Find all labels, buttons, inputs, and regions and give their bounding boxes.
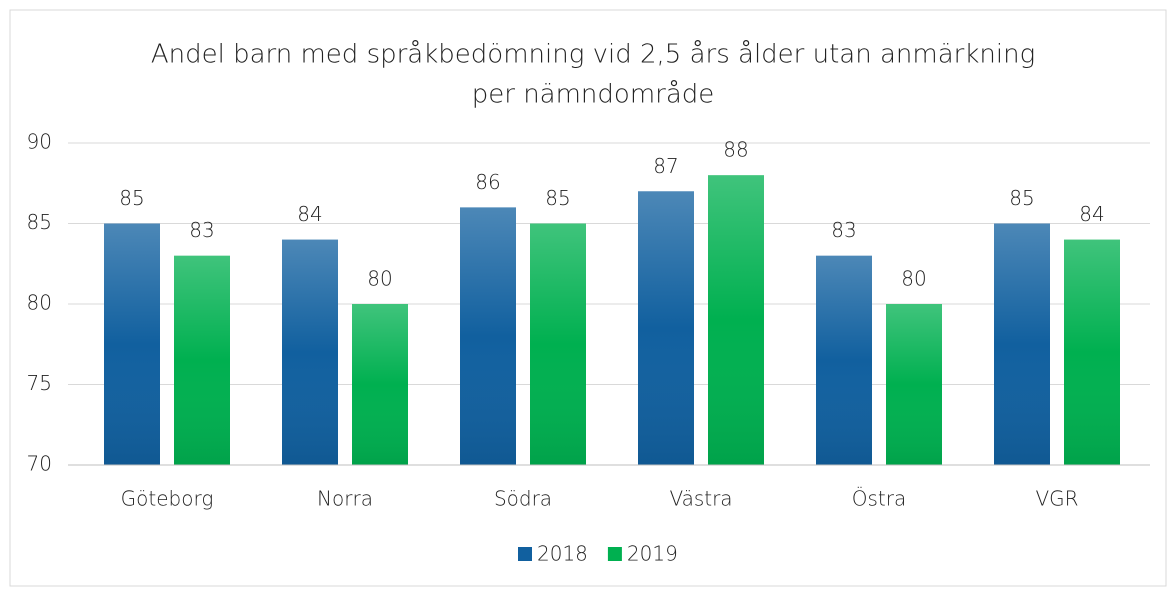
- chart-title: per nämndområde: [472, 79, 715, 110]
- y-tick-label: 85: [27, 210, 52, 234]
- bar-shade: [104, 223, 160, 465]
- value-label: 83: [189, 218, 214, 242]
- chart-title: Andel barn med språkbedömning vid 2,5 år…: [151, 39, 1035, 70]
- value-label: 80: [367, 267, 392, 291]
- legend-label: 2018: [537, 542, 588, 566]
- value-label: 84: [1079, 202, 1104, 226]
- bar-shade: [1064, 239, 1120, 465]
- value-label: 80: [901, 267, 926, 291]
- bar-shade: [282, 239, 338, 465]
- bar-shade: [174, 255, 230, 465]
- value-label: 86: [475, 170, 500, 194]
- legend-swatch: [607, 547, 622, 561]
- legend-label: 2019: [627, 542, 678, 566]
- x-tick-label: Östra: [852, 487, 906, 511]
- value-label: 85: [1009, 186, 1034, 210]
- bar-shade: [816, 255, 872, 465]
- x-tick-label: Södra: [494, 487, 552, 511]
- y-tick-label: 80: [27, 291, 52, 315]
- value-label: 84: [297, 202, 322, 226]
- y-tick-label: 90: [27, 130, 52, 154]
- bar-shade: [708, 175, 764, 465]
- value-label: 83: [831, 218, 856, 242]
- x-tick-label: VGR: [1035, 487, 1078, 511]
- bar-shade: [530, 223, 586, 465]
- bar-shade: [886, 304, 942, 465]
- bar-shade: [352, 304, 408, 465]
- y-tick-label: 70: [27, 452, 52, 476]
- value-label: 88: [723, 138, 748, 162]
- value-label: 87: [653, 154, 678, 178]
- bar-shade: [994, 223, 1050, 465]
- bar-shade: [460, 207, 516, 465]
- legend-swatch: [518, 547, 532, 561]
- value-label: 85: [119, 186, 144, 210]
- x-tick-label: Göteborg: [121, 487, 214, 511]
- y-tick-label: 75: [27, 371, 52, 395]
- bar-shade: [638, 191, 694, 466]
- x-tick-label: Norra: [317, 487, 373, 511]
- x-tick-label: Västra: [669, 487, 732, 511]
- value-label: 85: [545, 186, 570, 210]
